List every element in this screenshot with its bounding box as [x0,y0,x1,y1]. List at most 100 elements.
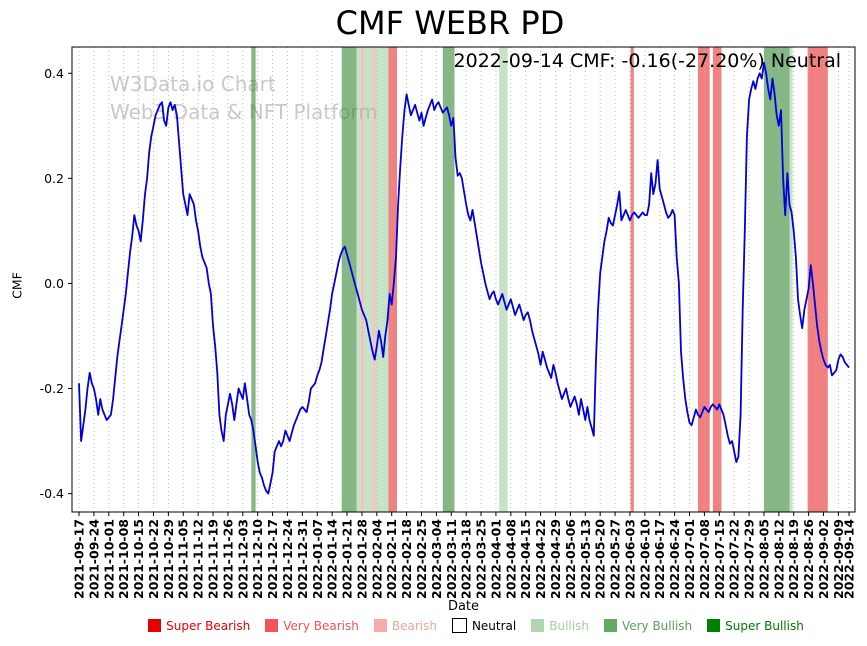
x-tick-label: 2022-03-04 [429,519,444,599]
signal-band-bullish [789,47,793,512]
x-tick-label: 2022-02-18 [399,519,414,599]
x-tick-label: 2021-10-08 [116,519,131,599]
legend-label: Bullish [549,618,589,633]
signal-band-very_bearish [698,47,710,512]
legend-item-very-bearish: Very Bearish [265,619,359,633]
signal-band-very_bullish [764,47,790,512]
x-tick-label: 2022-09-14 [842,519,857,599]
legend-item-neutral: Neutral [451,618,517,633]
y-tick-label: -0.4 [40,486,64,501]
signal-band-very_bullish [442,47,455,512]
legend-swatch-icon [265,619,279,632]
legend-swatch-icon [531,619,545,632]
signal-band-bullish [356,47,361,512]
x-tick-label: 2022-06-24 [667,519,682,599]
signal-band-bearish [372,47,376,512]
x-tick-label: 2022-05-27 [608,519,623,599]
plot-frame [71,46,856,513]
x-tick-label: 2022-07-01 [682,519,697,599]
legend-swatch-icon [603,619,617,632]
x-tick-label: 2022-01-21 [340,519,355,599]
x-tick-label: 2021-12-03 [235,519,250,599]
x-tick-label: 2022-03-18 [459,519,474,599]
x-tick-label: 2022-07-22 [727,519,742,599]
watermark: W3Data.io Chart Web3 Data & NFT Platform [110,70,378,126]
x-tick-label: 2021-12-17 [265,519,280,599]
legend-label: Super Bearish [166,618,251,633]
x-tick-label: 2022-08-26 [801,519,816,599]
x-tick-label: 2022-09-09 [831,519,846,599]
legend-item-super-bullish: Super Bullish [707,619,804,633]
watermark-line1: W3Data.io Chart [110,72,276,96]
latest-cmf-annotation: 2022-09-14 CMF: -0.16(-27.20%) Neutral [453,50,841,72]
x-tick-label: 2022-04-15 [518,519,533,599]
y-tick-label: 0.4 [44,66,64,81]
legend-swatch-icon [451,618,467,633]
x-tick-label: 2021-12-10 [250,519,265,599]
x-axis-label: Date [447,599,480,614]
signal-band-bullish [499,47,508,512]
signal-band-very_bearish [388,47,397,512]
x-tick-label: 2022-08-05 [757,519,772,599]
x-tick-label: 2022-03-11 [444,519,459,599]
x-tick-label: 2021-11-12 [191,519,206,599]
y-tick-label: 0.2 [44,171,64,186]
x-tick-label: 2022-03-25 [474,519,489,599]
x-tick-label: 2021-09-24 [86,519,101,599]
x-tick-label: 2022-01-07 [310,519,325,599]
signal-band-very_bullish [341,47,357,512]
x-tick-label: 2022-02-25 [414,519,429,599]
legend-label: Very Bearish [283,618,359,633]
cmf-line [78,61,850,495]
x-tick-label: 2021-10-29 [161,519,176,599]
x-tick-label: 2022-06-03 [622,519,637,599]
x-tick-label: 2022-08-19 [786,519,801,599]
x-tick-label: 2022-09-02 [816,519,831,599]
signal-band-very_bearish [630,47,634,512]
x-tick-label: 2022-06-17 [652,519,667,599]
x-tick-label: 2021-11-19 [206,519,221,599]
x-tick-label: 2021-10-15 [131,519,146,599]
legend-item-bullish: Bullish [531,619,589,633]
legend-item-bearish: Bearish [373,618,437,633]
x-tick-label: 2022-07-15 [712,519,727,599]
y-tick-label: -0.2 [40,381,64,396]
x-tick-label: 2022-01-28 [354,519,369,599]
chart-title: CMF WEBR PD [335,4,565,42]
x-tick-label: 2022-04-29 [548,519,563,599]
legend-swatch-icon [707,619,721,632]
legend-label: Neutral [471,618,517,633]
legend: Super Bearish Very Bearish Bearish Neutral B… [0,618,867,633]
x-tick-label: 2021-12-24 [280,519,295,599]
x-tick-label: 2022-07-08 [697,519,712,599]
x-tick-label: 2021-10-22 [146,519,161,599]
legend-item-very-bullish: Very Bullish [603,619,692,633]
legend-label: Super Bullish [725,618,804,633]
x-tick-label: 2021-09-17 [72,519,87,599]
x-tick-label: 2022-06-10 [637,519,652,599]
y-axis-label: CMF [9,272,25,299]
x-tick-label: 2022-01-14 [325,519,340,599]
x-tick-label: 2022-05-13 [578,519,593,599]
legend-swatch-icon [373,619,387,632]
x-tick-label: 2022-05-06 [563,519,578,599]
signal-band-very_bearish [807,47,828,512]
x-tick-label: 2022-07-29 [742,519,757,599]
x-tick-label: 2022-08-12 [771,519,786,599]
x-tick-label: 2022-05-20 [593,519,608,599]
legend-swatch-icon [148,619,162,632]
x-tick-label: 2022-04-22 [533,519,548,599]
signal-band-very_bullish [251,47,256,512]
signal-band-bullish [364,47,373,512]
signal-band-very_bearish [712,47,722,512]
x-tick-label: 2021-10-01 [101,519,116,599]
x-tick-label: 2022-04-01 [488,519,503,599]
x-tick-label: 2022-02-04 [369,519,384,599]
legend-label: Bearish [391,618,437,633]
legend-item-super-bearish: Super Bearish [148,619,250,633]
x-tick-label: 2021-12-31 [295,519,310,599]
x-tick-label: 2021-11-26 [220,519,235,599]
signal-band-bearish [360,47,365,512]
